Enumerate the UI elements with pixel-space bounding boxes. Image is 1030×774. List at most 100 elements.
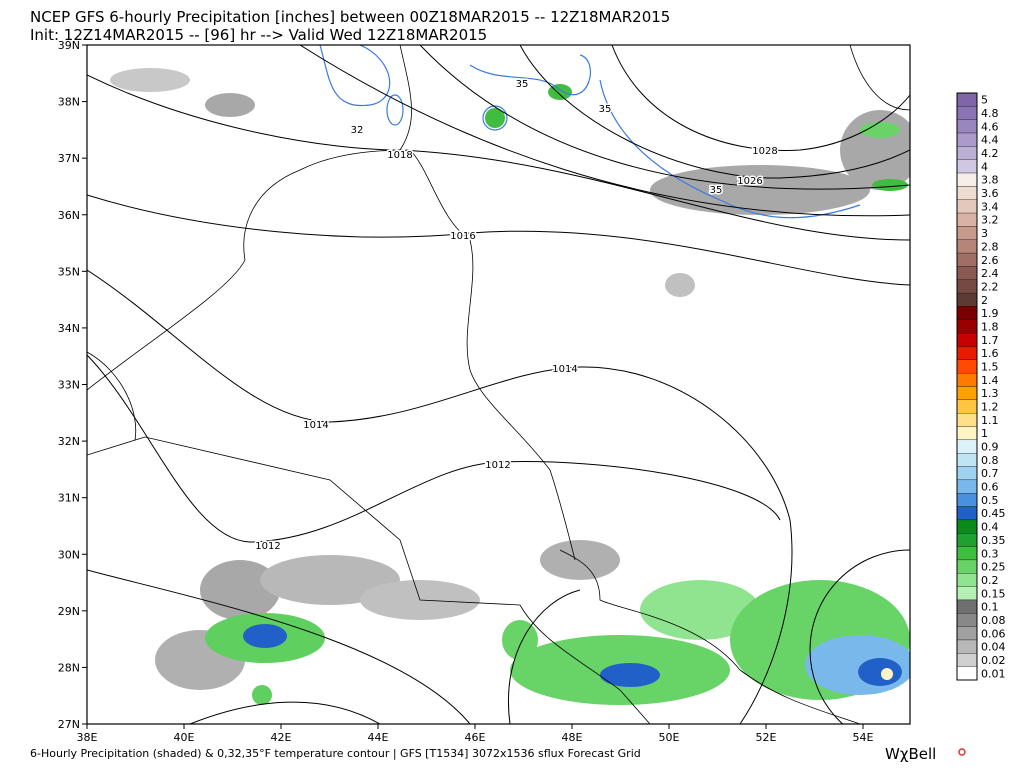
- lon-label: 54E: [853, 731, 874, 744]
- lat-label: 29N: [58, 605, 80, 618]
- colorbar-swatch: [956, 453, 978, 467]
- colorbar-label: 3.2: [981, 214, 999, 227]
- lat-label: 32N: [58, 435, 80, 448]
- contour-label: 1014: [303, 420, 328, 431]
- colorbar-label: 1.2: [981, 401, 999, 414]
- colorbar-label: 4.6: [981, 120, 999, 133]
- colorbar-frame: [956, 92, 978, 681]
- contour-label: 35: [710, 185, 723, 196]
- colorbar-label: 0.04: [981, 641, 1006, 654]
- lon-label: 44E: [368, 731, 389, 744]
- lat-label: 38N: [58, 96, 80, 109]
- colorbar-label: 1.8: [981, 320, 999, 333]
- colorbar-swatch: [956, 493, 978, 507]
- logo-dot: [958, 748, 966, 756]
- colorbar-swatch: [956, 292, 978, 307]
- longitude-labels: 38E 40E 42E 44E 46E 48E 50E 52E 54E: [77, 724, 874, 744]
- contour-label: 1026: [737, 176, 762, 187]
- footer-caption: 6-Hourly Precipitation (shaded) & 0,32,3…: [30, 747, 641, 760]
- colorbar-swatch: [956, 386, 978, 400]
- title: NCEP GFS 6-hourly Precipitation [inches]…: [30, 8, 670, 26]
- contour-label: 1028: [752, 146, 777, 157]
- colorbar-swatch: [956, 439, 978, 454]
- colorbar-label: 2.4: [981, 267, 999, 280]
- colorbar-swatch: [956, 359, 978, 374]
- colorbar-label: 4.8: [981, 107, 999, 120]
- colorbar-swatch: [956, 653, 978, 667]
- colorbar-swatch: [956, 239, 978, 254]
- colorbar-swatch: [956, 266, 978, 280]
- lat-label: 30N: [58, 548, 80, 561]
- lon-label: 40E: [174, 731, 195, 744]
- colorbar-label: 0.4: [981, 521, 999, 534]
- colorbar: 54.84.64.44.243.83.63.43.232.82.62.42.22…: [956, 92, 1006, 681]
- colorbar-swatch: [956, 373, 978, 387]
- colorbar-swatch: [956, 559, 978, 574]
- colorbar-label: 0.2: [981, 574, 999, 587]
- colorbar-swatch: [956, 413, 978, 427]
- colorbar-label: 0.8: [981, 454, 999, 467]
- map: 1028 1026 1018 1016 1014 1014 1012 1012 35 35 32 35…: [58, 39, 911, 744]
- colorbar-label: 0.15: [981, 587, 1006, 600]
- colorbar-swatch: [956, 666, 978, 681]
- precip-shading: [110, 68, 910, 705]
- colorbar-swatch: [956, 212, 978, 227]
- colorbar-swatch: [956, 306, 978, 320]
- colorbar-label: 0.3: [981, 547, 999, 560]
- colorbar-label: 2.8: [981, 240, 999, 253]
- contour-label: 1012: [255, 541, 280, 552]
- colorbar-label: 4: [981, 160, 988, 173]
- colorbar-label: 0.02: [981, 654, 1006, 667]
- colorbar-label: 1.1: [981, 414, 999, 427]
- colorbar-swatch: [956, 639, 978, 654]
- colorbar-label: 3: [981, 227, 988, 240]
- isobars: [87, 45, 910, 724]
- colorbar-swatch: [956, 92, 978, 107]
- colorbar-swatch: [956, 172, 978, 187]
- colorbar-label: 3.6: [981, 187, 999, 200]
- colorbar-label: 0.45: [981, 507, 1006, 520]
- colorbar-swatch: [956, 519, 978, 534]
- latitude-labels: 39N 38N 37N 36N 35N 34N 33N 32N 31N 30N 29N 28N 27N: [58, 39, 87, 731]
- colorbar-swatch: [956, 279, 978, 294]
- lat-label: 34N: [58, 322, 80, 335]
- colorbar-swatch: [956, 226, 978, 240]
- temperature-contours: [319, 45, 861, 219]
- colorbar-swatch: [956, 159, 978, 174]
- colorbar-swatch: [956, 506, 978, 521]
- colorbar-swatch: [956, 573, 978, 587]
- colorbar-label: 4.2: [981, 147, 999, 160]
- subtitle: Init: 12Z14MAR2015 -- [96] hr --> Valid …: [30, 26, 487, 44]
- contour-label: 35: [599, 104, 612, 115]
- colorbar-swatch: [956, 599, 978, 614]
- colorbar-label: 4.4: [981, 134, 999, 147]
- colorbar-label: 0.08: [981, 614, 1006, 627]
- lon-label: 50E: [659, 731, 680, 744]
- colorbar-label: 1.3: [981, 387, 999, 400]
- contour-label: 1012: [485, 460, 510, 471]
- lat-label: 28N: [58, 661, 80, 674]
- lat-label: 39N: [58, 39, 80, 52]
- contour-label: 35: [516, 79, 529, 90]
- borders: [87, 45, 910, 724]
- lon-label: 52E: [756, 731, 777, 744]
- colorbar-label: 5: [981, 94, 988, 107]
- contour-label: 1016: [450, 231, 475, 242]
- contour-labels: 1028 1026 1018 1016 1014 1014 1012 1012 35 35 32 35: [254, 78, 779, 554]
- colorbar-swatch: [956, 426, 978, 441]
- colorbar-swatch: [956, 466, 978, 481]
- colorbar-swatch: [956, 252, 978, 267]
- colorbar-swatch: [956, 479, 978, 494]
- colorbar-label: 1.6: [981, 347, 999, 360]
- colorbar-swatch: [956, 319, 978, 334]
- colorbar-swatch: [956, 586, 978, 601]
- colorbar-label: 1.5: [981, 360, 999, 373]
- colorbar-label: 0.7: [981, 467, 999, 480]
- colorbar-swatch: [956, 399, 978, 414]
- colorbar-label: 2.2: [981, 280, 999, 293]
- colorbar-label: 3.8: [981, 174, 999, 187]
- lat-label: 27N: [58, 718, 80, 731]
- colorbar-swatch: [956, 106, 978, 120]
- colorbar-label: 0.25: [981, 561, 1006, 574]
